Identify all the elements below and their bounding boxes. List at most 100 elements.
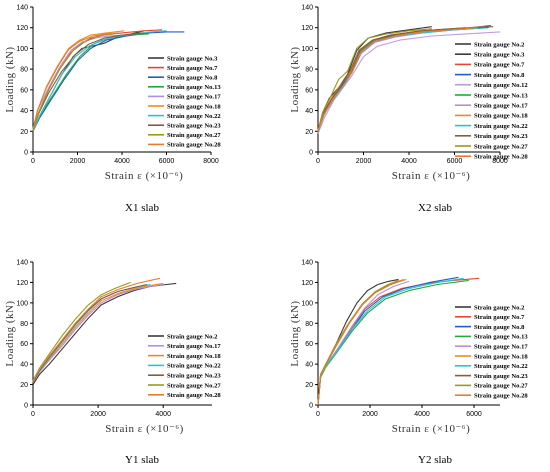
series-line-no13	[317, 279, 469, 406]
series-line-no28	[32, 32, 120, 130]
series-line-no17	[32, 34, 123, 130]
legend-label: Strain gauge No.7	[474, 62, 525, 69]
legend-label: Strain gauge No.28	[167, 392, 221, 399]
series-line-no23	[32, 32, 145, 131]
legend-label: Strain gauge No.22	[474, 363, 528, 370]
chart-caption: X1 slab	[125, 202, 159, 214]
y-tick-label: 60	[20, 341, 28, 348]
x-axis-label: Strain ε (×10⁻⁶)	[392, 423, 471, 435]
series-line-no27	[32, 281, 131, 381]
series-line-no23	[317, 26, 494, 133]
y-tick-label: 80	[305, 67, 313, 74]
legend-label: Strain gauge No.28	[167, 142, 221, 149]
x-tick-label: 6000	[466, 411, 482, 418]
y-tick-label: 0	[309, 403, 313, 410]
x-tick-label: 4000	[401, 158, 417, 165]
y-tick-label: 140	[301, 260, 313, 267]
legend-label: Strain gauge No.23	[167, 123, 221, 130]
legend-label: Strain gauge No.12	[474, 82, 528, 89]
y-tick-label: 0	[24, 150, 28, 157]
series-line-no22	[32, 283, 151, 383]
x-tick-label: 8000	[203, 158, 219, 165]
legend-label: Strain gauge No.13	[474, 334, 528, 341]
chart-caption: X2 slab	[418, 202, 452, 214]
chart-caption: Y2 slab	[418, 454, 452, 466]
y-tick-label: 140	[16, 260, 28, 267]
series-line-no28	[317, 27, 478, 132]
y-tick-label: 20	[305, 129, 313, 136]
chart-caption: Y1 slab	[125, 454, 159, 466]
series-line-no8	[32, 31, 185, 132]
series-line-no2	[32, 282, 177, 385]
legend-label: Strain gauge No.8	[474, 324, 525, 331]
y-tick-label: 60	[20, 87, 28, 94]
legend-label: Strain gauge No.2	[474, 304, 525, 311]
y-tick-label: 120	[16, 25, 28, 32]
series-line-no23	[32, 283, 148, 383]
series-line-no28	[317, 278, 405, 406]
y-tick-label: 100	[301, 300, 313, 307]
legend-label: Strain gauge No.8	[167, 75, 218, 82]
legend-label: Strain gauge No.18	[167, 353, 221, 360]
y-tick-label: 60	[305, 87, 313, 94]
legend-label: Strain gauge No.13	[474, 92, 528, 99]
y-tick-label: 40	[20, 362, 28, 369]
legend-label: Strain gauge No.28	[474, 154, 528, 161]
y-tick-label: 100	[301, 46, 313, 53]
y-tick-label: 80	[20, 67, 28, 74]
series-line-no28	[32, 277, 161, 382]
legend-label: Strain gauge No.22	[474, 123, 528, 130]
legend-label: Strain gauge No.27	[167, 382, 221, 389]
x-tick-label: 0	[31, 411, 35, 418]
y-tick-label: 20	[20, 382, 28, 389]
series-line-no27	[317, 279, 399, 406]
series-line-no18	[317, 278, 407, 406]
y-tick-label: 120	[16, 280, 28, 287]
y-tick-label: 80	[20, 321, 28, 328]
series-line-no17	[317, 280, 410, 406]
y-tick-label: 100	[16, 46, 28, 53]
y-tick-label: 120	[301, 25, 313, 32]
legend-label: Strain gauge No.27	[474, 143, 528, 150]
legend-label: Strain gauge No.28	[474, 393, 528, 400]
legend-label: Strain gauge No.3	[474, 52, 525, 59]
legend-label: Strain gauge No.17	[167, 94, 221, 101]
x-tick-label: 2000	[90, 411, 106, 418]
y-axis-label: Loading (kN)	[4, 46, 16, 112]
y-tick-label: 0	[309, 150, 313, 157]
x-tick-label: 4000	[155, 411, 171, 418]
series-line-no18	[32, 282, 164, 383]
legend-label: Strain gauge No.23	[474, 133, 528, 140]
x-tick-label: 2000	[70, 158, 86, 165]
legend-label: Strain gauge No.22	[167, 363, 221, 370]
x-tick-label: 6000	[159, 158, 175, 165]
legend-label: Strain gauge No.17	[474, 344, 528, 351]
legend-label: Strain gauge No.17	[474, 103, 528, 110]
y-axis-label: Loading (kN)	[289, 46, 301, 112]
x-axis-label: Strain ε (×10⁻⁶)	[105, 170, 184, 182]
legend-label: Strain gauge No.17	[167, 343, 221, 350]
series-line-no13	[32, 33, 149, 132]
y-tick-label: 40	[305, 362, 313, 369]
legend-label: Strain gauge No.18	[167, 103, 221, 110]
x-tick-label: 2000	[356, 158, 372, 165]
x-tick-label: 4000	[414, 411, 430, 418]
legend-label: Strain gauge No.3	[167, 55, 218, 62]
chart-y2: 0 20 40 60 80 100 120 140 0 2000 4000 6000 Strain ε …	[289, 260, 528, 467]
legend-label: Strain gauge No.22	[167, 113, 221, 120]
y-tick-label: 20	[305, 382, 313, 389]
legend-label: Strain gauge No.2	[474, 41, 525, 48]
x-tick-label: 4000	[114, 158, 130, 165]
x-tick-label: 8000	[492, 158, 508, 165]
legend-label: Strain gauge No.2	[167, 333, 218, 340]
legend-label: Strain gauge No.7	[474, 314, 525, 321]
x-tick-label: 0	[31, 158, 35, 165]
y-tick-label: 20	[20, 129, 28, 136]
legend-label: Strain gauge No.8	[474, 72, 525, 79]
chart-x1: 0 20 40 60 80 100 120 140 0 2000 4000 6000 8000 Strai…	[4, 5, 221, 215]
y-axis-label: Loading (kN)	[289, 300, 301, 366]
legend-label: Strain gauge No.27	[167, 132, 221, 139]
series-line-no3	[317, 27, 466, 134]
